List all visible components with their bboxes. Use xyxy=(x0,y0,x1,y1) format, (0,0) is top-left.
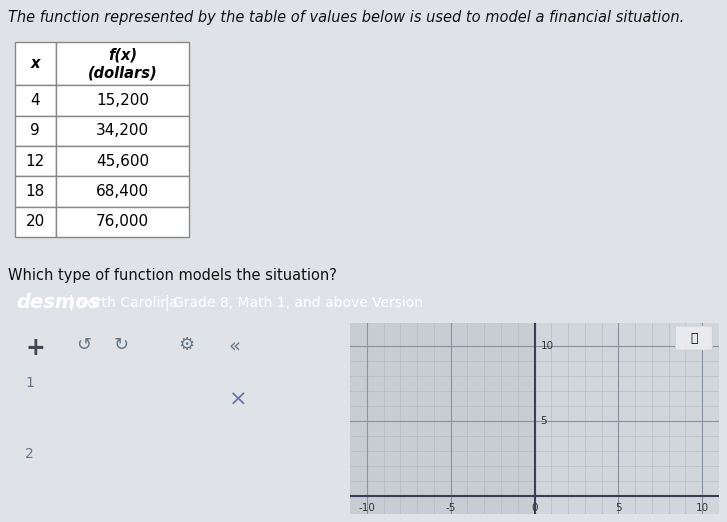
FancyBboxPatch shape xyxy=(675,326,712,350)
Text: ↻: ↻ xyxy=(113,336,129,354)
Bar xyxy=(534,323,719,514)
Text: ↺: ↺ xyxy=(76,336,91,354)
Text: North Carolina: North Carolina xyxy=(77,296,177,310)
Text: -5: -5 xyxy=(446,503,456,513)
Text: 10: 10 xyxy=(696,503,709,513)
Text: 1: 1 xyxy=(25,376,34,390)
Text: 5: 5 xyxy=(540,416,547,426)
Text: 0: 0 xyxy=(531,503,538,513)
Text: 2: 2 xyxy=(25,447,33,461)
Text: |: | xyxy=(68,295,73,311)
Text: +: + xyxy=(25,336,45,360)
Text: |: | xyxy=(164,295,169,311)
Text: «: « xyxy=(229,336,241,355)
Text: Grade 8, Math 1, and above Version: Grade 8, Math 1, and above Version xyxy=(173,296,423,310)
Text: desmos: desmos xyxy=(17,293,101,313)
Text: The function represented by the table of values below is used to model a financi: The function represented by the table of… xyxy=(8,10,684,25)
Text: Which type of function models the situation?: Which type of function models the situat… xyxy=(8,268,337,283)
Text: ×: × xyxy=(229,390,248,410)
Text: -10: -10 xyxy=(358,503,375,513)
Text: 🔧: 🔧 xyxy=(690,331,698,345)
Text: ⚙: ⚙ xyxy=(178,336,194,354)
Text: 10: 10 xyxy=(540,340,553,351)
Text: 5: 5 xyxy=(615,503,622,513)
